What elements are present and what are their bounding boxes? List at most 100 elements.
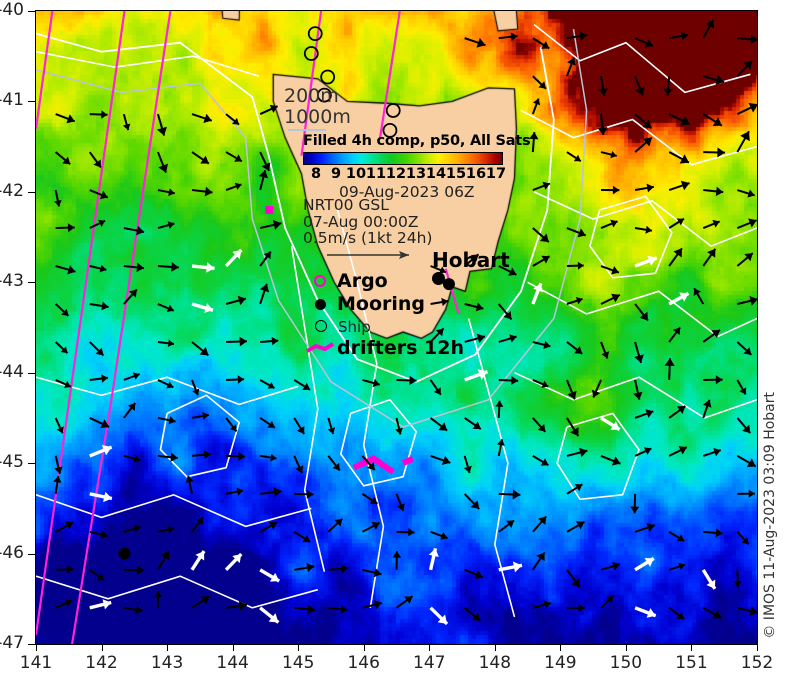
x-tick [429,644,431,651]
y-tick [28,282,36,284]
current-vector-head [512,561,523,573]
satellite-track [300,11,323,156]
current-vector-head [536,552,545,562]
current-vector-head [634,354,644,363]
current-vector-head [67,265,76,275]
current-vector-head [646,183,654,193]
vector-scale-arrow-icon [327,251,409,260]
current-vector-head [576,521,585,530]
current-vector-head [154,590,162,597]
current-vector-head [269,104,278,113]
current-vector-head [678,446,687,455]
current-vector-head [739,387,747,395]
current-vector-head [261,162,271,171]
current-vector-head [703,399,712,408]
current-vector-head [664,358,675,366]
x-tick [363,644,365,651]
ssh-contour [520,109,757,166]
current-vector-head [195,551,205,561]
y-tick [28,553,36,555]
current-vector-head [437,614,448,624]
x-tick-label: 145 [281,653,315,673]
current-vector-head [672,327,681,335]
current-vector-head [743,347,752,355]
x-tick-label: 144 [216,653,249,673]
map-plot-area[interactable] [35,10,758,645]
y-tick-label: -40 [0,0,24,20]
current-vector-head [733,581,742,588]
current-vector-head [302,382,311,391]
current-vector-head [158,163,168,173]
y-tick [28,372,36,374]
current-vector-head [195,517,204,525]
current-vector-head [574,484,583,492]
colorbar-tick: 12 [385,166,407,182]
x-tick-label: 151 [675,653,708,673]
current-vector-head [541,380,549,388]
x-tick-label: 147 [413,653,446,673]
satellite-track [379,11,401,138]
x-tick [560,644,562,651]
current-vector-head [570,427,579,437]
current-vector-head [508,267,517,276]
ship-marker [303,46,319,61]
current-vector-head [367,462,375,471]
current-vector-head [511,375,519,385]
current-vector-head [133,524,141,533]
x-tick-label: 152 [740,653,774,673]
current-vector-head [54,199,62,207]
depth-contour-key: 200m 1000m [284,86,351,132]
ssh-contour [467,318,516,618]
current-vector-head [679,292,689,302]
current-vector-head [101,110,108,119]
satellite-track [444,268,460,315]
x-tick [625,644,627,651]
x-tick [691,644,693,651]
current-vector-head [340,604,348,614]
legend-item-ship: Ship [304,317,508,336]
overlay-vectors-contours [36,11,757,644]
current-vector-head [307,604,315,615]
current-vector-head [678,562,686,571]
depth-contour-200m [36,32,555,383]
y-tick-label: -42 [0,180,24,201]
x-tick [167,644,169,651]
colorbar-tick: 15 [445,166,467,182]
current-vector-head [611,456,621,466]
current-vector-head [693,288,701,296]
current-vector-head [471,612,481,621]
current-vector-head [60,346,68,354]
colorbar-tick: 13 [405,166,427,182]
current-vector-head [748,218,757,228]
current-vector-head [273,487,282,498]
current-vector-head [61,308,69,316]
ship-marker [316,87,332,103]
current-vector-head [575,297,583,305]
current-vector-head [133,454,141,463]
ship-marker [385,103,401,118]
y-tick-label: -41 [0,90,24,111]
current-vector-head [538,81,546,89]
current-vector-head [612,185,620,195]
current-vector-head [597,127,608,135]
current-vector-head [156,126,167,136]
current-vector-head [271,336,279,346]
current-vector-head [168,188,175,197]
current-vector-head [543,340,551,349]
ssh-contour [527,281,757,338]
current-vector-head [237,375,245,384]
current-vector-head [475,302,484,312]
current-vector-head [540,458,549,466]
colorbar [303,152,503,165]
current-vector-head [470,500,480,510]
current-vector-head [167,339,174,347]
ship-marker [320,69,336,85]
current-vector-head [206,262,215,273]
current-vector-head [676,218,684,226]
current-vector-head [135,605,143,615]
current-vector-head [373,568,382,578]
current-vector-head [127,403,136,411]
current-vector-head [743,61,753,70]
current-vector-head [706,579,716,589]
current-vector-head [645,409,654,418]
